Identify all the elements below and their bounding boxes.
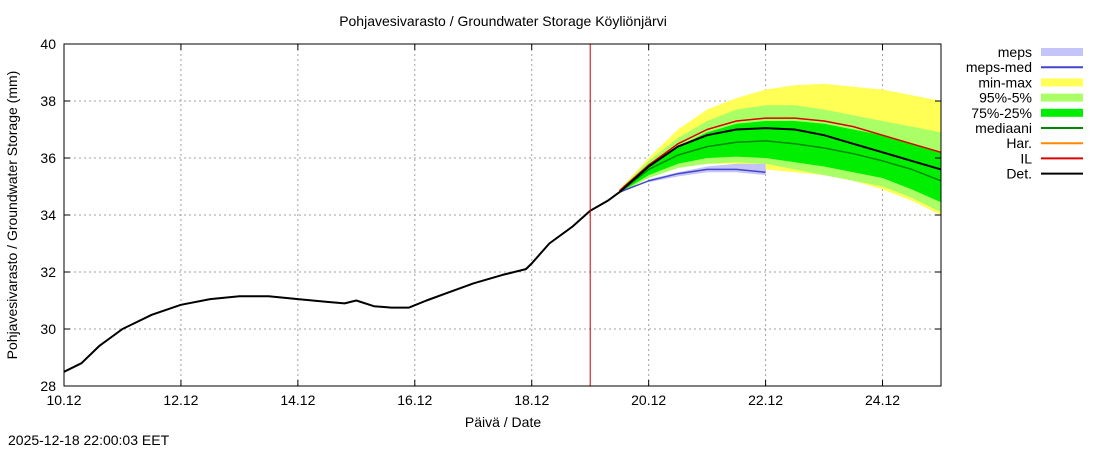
legend-swatch-min-max — [1041, 78, 1083, 87]
legend-swatch-meps — [1041, 48, 1083, 56]
series-il — [618, 117, 942, 192]
axis-ticks: 10.12 12.12 14.12 16.12 18.12 20.12 22.12 24.12… — [40, 36, 941, 408]
x-tick-label: 24.12 — [865, 392, 900, 408]
series-meps-med — [619, 168, 766, 193]
legend-swatch-75-25 — [1041, 108, 1083, 117]
y-tick-label: 32 — [40, 264, 56, 280]
legend: mepsmeps-medmin-max95%-5%75%-25%mediaani… — [966, 44, 1083, 182]
x-tick-label: 10.12 — [46, 392, 81, 408]
x-axis-label: Päivä / Date — [465, 414, 541, 430]
legend-label-95-5: 95%-5% — [979, 90, 1032, 106]
x-tick-label: 12.12 — [163, 392, 198, 408]
bands — [619, 83, 941, 216]
y-tick-label: 38 — [40, 93, 56, 109]
chart-title: Pohjavesivarasto / Groundwater Storage K… — [339, 13, 667, 29]
footer-timestamp: 2025-12-18 22:00:03 EET — [8, 432, 170, 448]
legend-swatch-95-5 — [1041, 93, 1083, 102]
series-det — [63, 127, 942, 373]
x-tick-label: 16.12 — [397, 392, 432, 408]
y-tick-label: 34 — [40, 207, 56, 223]
legend-label-det: Det. — [1006, 166, 1032, 182]
y-tick-label: 28 — [40, 378, 56, 394]
legend-label-il: IL — [1020, 150, 1032, 166]
x-tick-label: 20.12 — [631, 392, 666, 408]
x-tick-label: 22.12 — [748, 392, 783, 408]
legend-label-meps: meps — [998, 44, 1032, 60]
x-tick-label: 14.12 — [280, 392, 315, 408]
legend-label-mediaani: mediaani — [975, 120, 1032, 136]
legend-label-75-25: 75%-25% — [971, 105, 1032, 121]
legend-label-meps-med: meps-med — [966, 59, 1032, 75]
band-75-25 — [619, 121, 941, 203]
series-lines — [63, 117, 942, 373]
x-tick-label: 18.12 — [514, 392, 549, 408]
y-axis-label: Pohjavesivarasto / Groundwater Storage (… — [4, 71, 20, 360]
y-tick-label: 40 — [40, 36, 56, 52]
series-mediaani — [618, 140, 942, 193]
legend-label-min-max: min-max — [978, 74, 1032, 90]
y-tick-label: 30 — [40, 321, 56, 337]
legend-label-har: Har. — [1006, 135, 1032, 151]
y-tick-label: 36 — [40, 150, 56, 166]
band-meps — [648, 163, 766, 183]
